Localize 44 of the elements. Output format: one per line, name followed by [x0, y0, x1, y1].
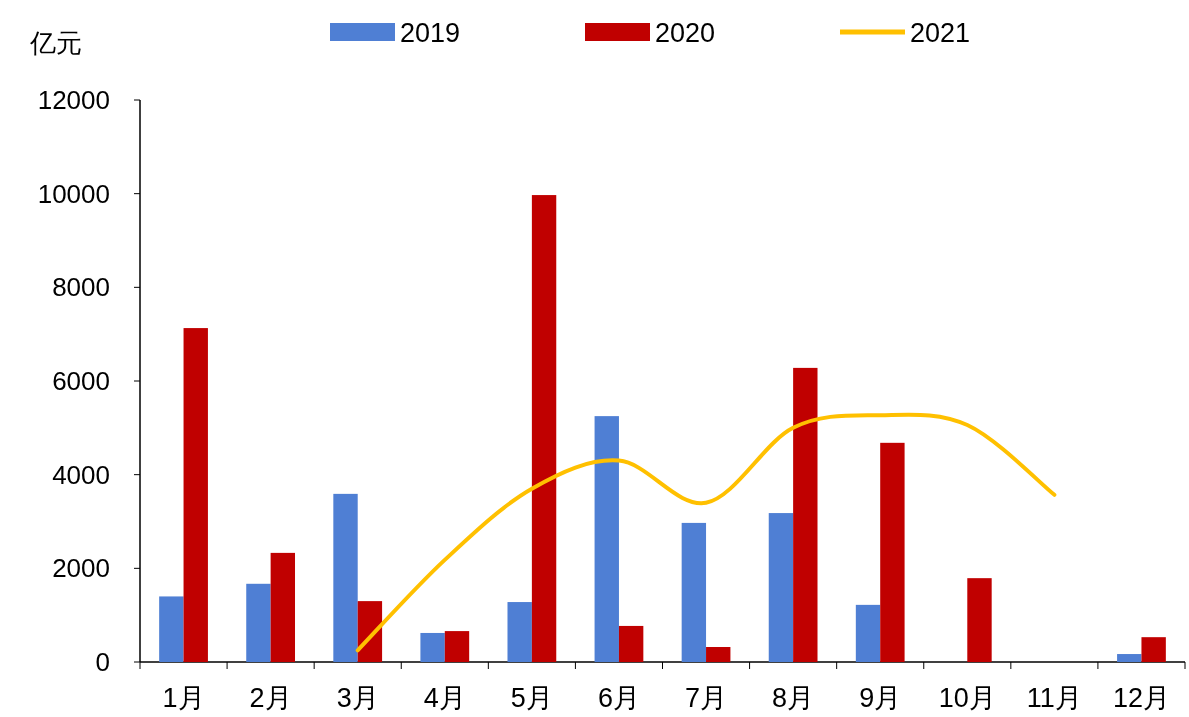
- bar: [880, 442, 905, 662]
- bar: [333, 493, 358, 662]
- bar: [444, 631, 470, 662]
- y-tick-label: 0: [95, 647, 110, 677]
- y-axis-title: 亿元: [29, 28, 82, 58]
- bar: [681, 522, 707, 662]
- bar: [183, 328, 208, 662]
- legend-label: 2020: [655, 18, 716, 48]
- x-tick-label: 4月: [423, 683, 466, 713]
- bar: [531, 195, 557, 662]
- x-tick-label: 10月: [938, 683, 996, 713]
- bar: [420, 632, 445, 662]
- x-tick-label: 8月: [772, 683, 815, 713]
- bar: [768, 513, 794, 662]
- legend-label: 2019: [400, 18, 461, 48]
- y-tick-label: 8000: [52, 272, 110, 303]
- x-tick-label: 1月: [162, 683, 205, 713]
- y-tick-label: 10000: [37, 178, 110, 209]
- x-tick-label: 6月: [597, 683, 640, 713]
- bar: [618, 625, 644, 662]
- bar: [967, 578, 992, 662]
- y-tick-label: 2000: [52, 553, 110, 584]
- bar: [706, 647, 731, 662]
- bar: [246, 583, 271, 662]
- x-tick-label: 2月: [249, 683, 292, 713]
- bar: [507, 602, 532, 662]
- legend-label: 2021: [910, 18, 971, 48]
- bar: [159, 596, 184, 662]
- x-tick-label: 7月: [685, 683, 728, 713]
- bar: [1117, 654, 1142, 662]
- y-tick-label: 6000: [52, 366, 110, 396]
- y-tick-label: 12000: [37, 85, 110, 115]
- bar: [793, 367, 818, 662]
- line-series: [355, 412, 1057, 653]
- y-tick-label: 4000: [52, 459, 110, 490]
- bar: [855, 604, 881, 662]
- bar: [1141, 637, 1166, 662]
- x-tick-label: 9月: [859, 683, 902, 713]
- x-tick-label: 12月: [1112, 683, 1170, 713]
- x-tick-label: 3月: [336, 683, 379, 713]
- bar: [594, 416, 619, 662]
- bar: [270, 552, 296, 662]
- x-tick-label: 11月: [1026, 683, 1082, 713]
- x-tick-label: 5月: [510, 683, 553, 713]
